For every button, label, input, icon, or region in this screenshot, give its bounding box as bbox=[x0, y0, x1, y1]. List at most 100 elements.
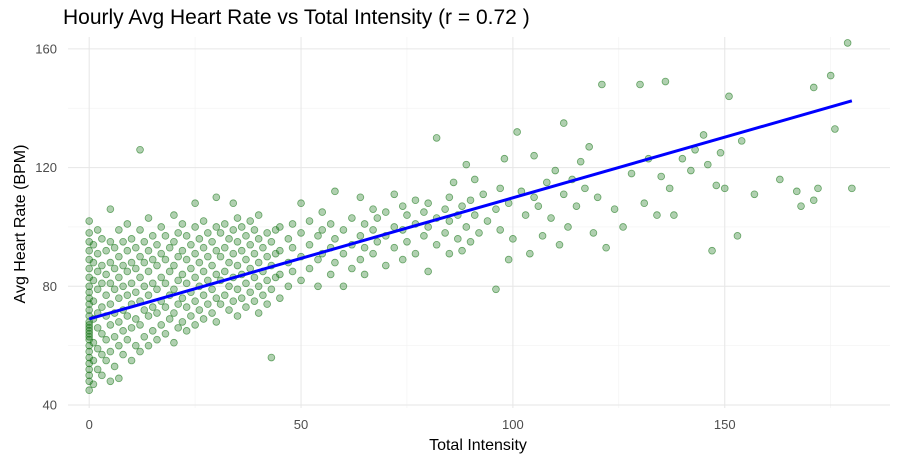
data-point bbox=[619, 223, 627, 231]
data-point bbox=[331, 235, 339, 243]
data-point bbox=[140, 332, 149, 341]
data-point bbox=[331, 258, 339, 267]
data-point bbox=[356, 232, 365, 240]
data-point bbox=[144, 214, 153, 222]
data-point bbox=[106, 279, 115, 288]
data-point bbox=[449, 178, 458, 187]
data-point bbox=[381, 208, 390, 216]
data-point bbox=[204, 276, 212, 285]
data-point bbox=[390, 243, 399, 252]
data-point bbox=[89, 258, 98, 267]
data-point bbox=[276, 246, 284, 255]
data-point bbox=[538, 232, 547, 240]
data-point bbox=[216, 252, 225, 261]
data-point bbox=[85, 229, 93, 237]
data-point bbox=[161, 279, 170, 288]
data-point bbox=[318, 226, 327, 234]
data-point bbox=[636, 80, 644, 89]
data-point bbox=[831, 125, 839, 133]
data-point bbox=[98, 350, 106, 359]
data-point bbox=[208, 309, 216, 317]
y-axis-title: Avg Heart Rate (BPM) bbox=[12, 145, 29, 304]
data-point bbox=[212, 193, 221, 202]
data-point bbox=[297, 199, 305, 208]
data-point bbox=[216, 229, 225, 237]
data-point bbox=[479, 190, 488, 199]
data-point bbox=[534, 202, 543, 210]
data-point bbox=[187, 240, 195, 249]
data-point bbox=[89, 240, 98, 249]
data-point bbox=[144, 291, 153, 300]
data-point bbox=[102, 356, 110, 365]
data-point bbox=[102, 270, 110, 279]
data-point bbox=[242, 255, 250, 264]
data-point bbox=[314, 255, 322, 264]
data-point bbox=[581, 184, 589, 193]
y-tick-label: 120 bbox=[35, 160, 57, 175]
data-point bbox=[191, 249, 199, 258]
data-point bbox=[627, 169, 636, 178]
data-point bbox=[85, 347, 93, 356]
data-point bbox=[521, 211, 530, 219]
data-point bbox=[212, 318, 221, 326]
data-point bbox=[148, 255, 157, 264]
data-point bbox=[559, 190, 568, 199]
data-point bbox=[229, 226, 238, 234]
data-point bbox=[119, 282, 127, 291]
data-point bbox=[208, 285, 216, 294]
data-point bbox=[93, 226, 102, 234]
data-point bbox=[93, 249, 102, 258]
data-point bbox=[369, 226, 377, 234]
minor-gridlines bbox=[68, 37, 890, 408]
data-point bbox=[110, 362, 119, 371]
data-point bbox=[564, 223, 572, 231]
data-point bbox=[140, 282, 149, 291]
data-point bbox=[157, 321, 166, 329]
data-point bbox=[199, 267, 208, 276]
data-point bbox=[174, 324, 182, 332]
data-point bbox=[119, 237, 127, 246]
data-point bbox=[233, 261, 242, 270]
data-point bbox=[559, 119, 568, 127]
data-point bbox=[123, 335, 132, 344]
data-point bbox=[165, 243, 174, 252]
x-axis-title: Total Intensity bbox=[429, 437, 527, 454]
data-point bbox=[720, 184, 729, 193]
data-point bbox=[593, 193, 602, 202]
data-point bbox=[318, 208, 327, 216]
data-point bbox=[704, 160, 712, 169]
data-point bbox=[369, 249, 377, 258]
data-point bbox=[276, 223, 284, 231]
data-point bbox=[237, 246, 246, 255]
data-point bbox=[441, 205, 449, 213]
data-point bbox=[653, 211, 661, 219]
data-point bbox=[259, 291, 267, 300]
data-point bbox=[420, 208, 428, 216]
data-point bbox=[89, 338, 98, 347]
data-point bbox=[212, 223, 221, 231]
data-point bbox=[182, 232, 191, 240]
x-axis-ticks: 0 50 100 150 bbox=[86, 417, 736, 432]
data-point bbox=[229, 297, 238, 305]
data-point bbox=[115, 252, 123, 261]
data-point bbox=[216, 300, 225, 308]
data-point bbox=[254, 309, 263, 317]
data-point bbox=[267, 285, 276, 294]
data-point bbox=[212, 270, 221, 279]
data-point bbox=[263, 229, 271, 237]
data-point bbox=[110, 285, 119, 294]
data-point bbox=[233, 237, 242, 246]
data-point bbox=[254, 282, 263, 291]
data-point bbox=[678, 154, 687, 163]
data-point bbox=[98, 329, 106, 338]
data-point bbox=[809, 196, 818, 205]
data-point bbox=[598, 80, 606, 89]
data-point bbox=[204, 229, 212, 237]
data-point bbox=[102, 335, 110, 344]
data-point bbox=[102, 246, 110, 255]
data-points bbox=[85, 39, 856, 394]
data-point bbox=[178, 270, 187, 279]
data-point bbox=[187, 264, 195, 273]
data-point bbox=[170, 211, 178, 219]
data-point bbox=[131, 315, 140, 323]
